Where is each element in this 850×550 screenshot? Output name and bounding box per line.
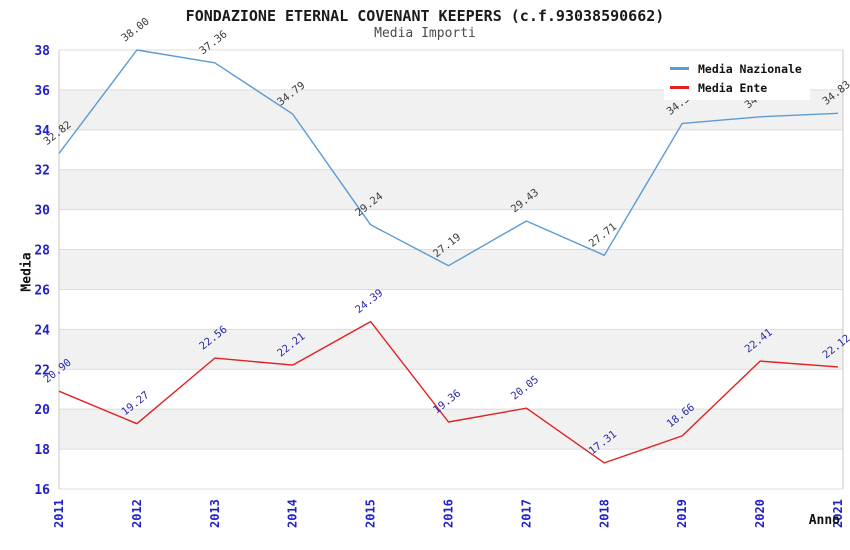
data-label: 20.90	[41, 357, 73, 386]
plot-band	[59, 249, 843, 290]
x-tick-label: 2012	[130, 499, 144, 528]
x-tick-label: 2018	[597, 499, 611, 528]
y-tick-label: 32	[34, 164, 50, 179]
legend-swatch-nazionale-icon	[670, 67, 689, 70]
legend: Media Nazionale Media Ente	[664, 56, 810, 100]
series-line	[58, 49, 839, 267]
x-tick-label: 2014	[286, 499, 300, 528]
data-label: 38.00	[119, 15, 151, 44]
y-tick-label: 38	[34, 44, 50, 59]
plot-band	[59, 329, 843, 370]
x-tick-label: 2021	[831, 499, 845, 528]
y-tick-label: 22	[34, 363, 50, 378]
plot-band	[59, 409, 843, 450]
x-tick-label: 2011	[52, 499, 66, 528]
x-tick-label: 2015	[364, 499, 378, 528]
y-tick-label: 20	[34, 403, 50, 418]
data-label: 20.05	[509, 374, 541, 403]
x-tick-label: 2020	[753, 499, 767, 528]
data-label: 37.36	[197, 28, 229, 57]
plot-band	[59, 169, 843, 210]
x-tick-label: 2019	[675, 499, 689, 528]
series-line	[58, 320, 839, 464]
chart-title: FONDAZIONE ETERNAL COVENANT KEEPERS (c.f…	[185, 7, 665, 25]
legend-item-ente: Media Ente	[670, 81, 810, 95]
legend-label-ente: Media Ente	[698, 80, 768, 95]
x-tick-label: 2016	[442, 499, 456, 528]
y-tick-label: 18	[34, 443, 50, 458]
legend-item-nazionale: Media Nazionale	[670, 62, 810, 76]
chart-subtitle: Media Importi	[374, 26, 476, 41]
y-tick-label: 26	[34, 283, 50, 298]
legend-label-nazionale: Media Nazionale	[698, 61, 802, 76]
x-tick-label: 2013	[208, 499, 222, 528]
y-tick-label: 36	[34, 84, 50, 99]
x-tick-label: 2017	[519, 499, 533, 528]
y-tick-label: 28	[34, 244, 50, 259]
y-tick-label: 24	[34, 323, 50, 338]
y-tick-label: 30	[34, 204, 50, 219]
y-tick-label: 16	[34, 483, 50, 498]
y-tick-label: 34	[34, 124, 50, 139]
data-label: 24.39	[353, 287, 385, 316]
data-label: 27.71	[587, 221, 619, 250]
legend-swatch-ente-icon	[670, 86, 689, 89]
y-axis-title: Media	[19, 252, 35, 292]
x-axis-title: Anno	[808, 513, 840, 528]
